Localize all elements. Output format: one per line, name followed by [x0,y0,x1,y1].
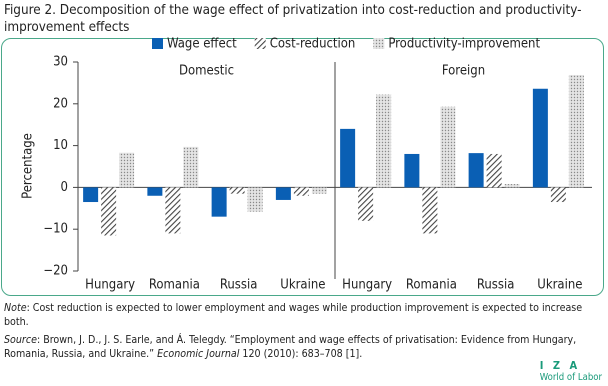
bar [119,152,135,188]
source: Source: Brown, J. D., J. S. Earle, and Á… [4,333,600,361]
bar [275,187,291,200]
x-tick-label: Russia [220,278,258,293]
bar [340,128,356,188]
source-label: Source [4,334,37,346]
bar [229,187,245,194]
x-tick-label: Hungary [85,278,135,293]
legend-swatch [254,38,266,49]
bar [550,187,566,203]
bar [311,187,327,194]
bar [247,187,263,212]
bar [358,187,374,221]
y-tick-label: 10 [53,138,68,153]
bar [165,187,181,234]
bar [147,187,163,196]
y-tick-label: −20 [43,264,68,279]
note-text: : Cost reduction is expected to lower em… [4,302,583,328]
x-tick-label: Romania [149,278,200,293]
x-tick-label: Ukraine [280,278,325,293]
bar [211,187,227,217]
source-rest: 120 (2010): 683–708 [1]. [239,348,363,360]
chart: Percentage −20 −10 0 10 20 30 Domestic Foreign H… [21,37,592,293]
y-tick-label: 0 [61,180,68,195]
legend-swatch [373,38,385,49]
frame [1,38,604,296]
bar [101,187,117,236]
x-tick-label: Ukraine [537,278,582,293]
bar [440,106,456,188]
note-label: Note [4,302,27,314]
bar [83,187,99,203]
bar [183,146,199,188]
y-axis-label: Percentage [21,133,36,199]
y-tick-label: −10 [43,222,68,237]
x-tick-label: Hungary [342,278,392,293]
legend-swatch [152,38,163,49]
bar [532,88,548,188]
bar [568,74,584,188]
x-tick-label: Russia [477,278,515,293]
panel-label: Domestic [179,64,234,79]
y-tick-label: 20 [53,96,68,111]
source-journal: Economic Journal [157,348,240,360]
logo-mark: I Z A [539,359,581,372]
legend-label: Wage effect [167,37,237,52]
source-text: : Brown, J. D., J. S. Earle, and Á. Tele… [4,334,577,360]
bar [376,94,392,188]
chart-title: Figure 2. Decomposition of the wage effe… [4,3,582,35]
logo-text: World of Labor [539,372,602,383]
bar [486,153,502,188]
bar [504,184,520,188]
note: Note: Cost reduction is expected to lowe… [4,301,600,329]
bar [468,153,484,188]
legend-label: Cost-reduction [270,37,356,52]
logo: I Z A World of Labor [540,359,602,383]
bar [293,187,309,196]
bar [422,187,438,234]
y-tick-label: 30 [53,55,68,70]
panel-label: Foreign [442,64,485,79]
legend-label: Productivity-improvement [388,37,540,52]
x-tick-label: Romania [406,278,457,293]
bar [404,153,420,188]
